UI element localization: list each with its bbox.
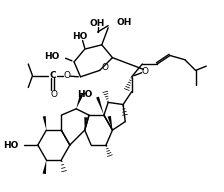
Text: O: O [101,63,108,72]
Text: O: O [63,71,70,80]
Text: HO: HO [72,32,87,41]
Polygon shape [84,117,87,130]
Text: OH: OH [117,18,132,27]
Polygon shape [108,116,112,130]
Polygon shape [43,116,46,130]
Text: O: O [142,67,149,76]
Polygon shape [96,97,104,115]
Text: OH: OH [90,19,105,28]
Text: HO: HO [44,52,59,61]
Text: O: O [50,90,57,99]
Polygon shape [43,160,46,174]
Text: C: C [50,71,56,80]
Text: HO: HO [77,90,92,99]
Text: HO: HO [3,141,19,150]
Polygon shape [76,94,83,109]
